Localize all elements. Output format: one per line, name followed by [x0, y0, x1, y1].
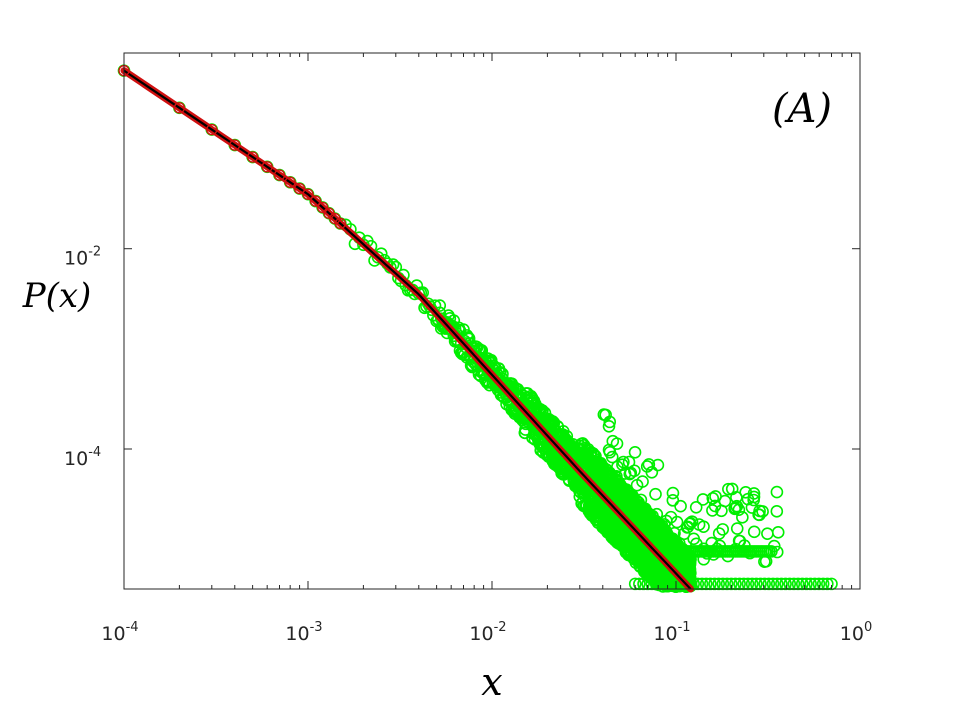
data-point [722, 482, 735, 496]
data-point [664, 510, 678, 524]
data-point [628, 446, 642, 459]
data-point [642, 458, 656, 471]
data-point [725, 482, 739, 496]
data-point [261, 161, 273, 173]
x-tick-label: 10-3 [285, 620, 322, 645]
data-point [683, 516, 697, 530]
data-point [752, 508, 765, 521]
data-point [770, 505, 784, 518]
data-point [645, 465, 659, 479]
data-point [293, 182, 306, 195]
data-point [655, 519, 669, 533]
data-point [371, 250, 385, 264]
data-point [302, 188, 314, 200]
data-point [462, 331, 476, 345]
data-point [770, 485, 784, 499]
data-point [696, 493, 710, 506]
data-point [709, 490, 722, 503]
data-point [765, 545, 778, 558]
tick-layer: 10-4 10-3 10-2 10-1 100 10-2 10-4 [64, 53, 872, 645]
data-point [334, 217, 347, 230]
data-point [617, 455, 630, 469]
series-black-line [123, 69, 692, 590]
x-tick-label: 100 [840, 620, 872, 645]
data-point [636, 475, 649, 488]
data-point [687, 532, 701, 546]
data-point [770, 545, 784, 559]
data-point [284, 176, 296, 188]
data-point [741, 492, 755, 506]
data-point [736, 511, 749, 524]
data-layer [117, 64, 838, 594]
data-point [610, 469, 623, 483]
data-point [173, 102, 186, 114]
data-point [697, 520, 710, 533]
y-tick-label: 10-2 [64, 245, 101, 270]
series-red-points [118, 64, 347, 230]
data-point [309, 195, 322, 207]
data-point [433, 299, 447, 312]
x-tick-label: 10-4 [101, 620, 138, 645]
data-point [599, 408, 612, 422]
data-point [747, 525, 761, 539]
data-point [622, 493, 635, 506]
data-point [494, 365, 507, 379]
data-point [674, 499, 687, 513]
data-point [712, 527, 726, 540]
data-point [246, 151, 259, 163]
data-point [603, 471, 616, 484]
data-point [273, 169, 286, 181]
x-tick-label: 10-1 [653, 620, 690, 645]
data-point [756, 505, 769, 518]
data-point [627, 492, 640, 505]
y-axis-title: P(x) [22, 276, 92, 316]
data-point [605, 450, 619, 464]
y-tick-label: 10-4 [64, 445, 101, 470]
data-point [708, 499, 722, 513]
data-point [730, 500, 744, 513]
data-point [206, 123, 218, 136]
data-point [547, 416, 561, 429]
data-point [603, 415, 617, 429]
x-axis-title: x [481, 660, 502, 704]
data-point [666, 486, 680, 500]
data-point [229, 139, 241, 151]
data-point [689, 500, 703, 514]
data-point [716, 523, 730, 536]
data-point [706, 491, 720, 505]
data-point [316, 201, 329, 214]
data-point [602, 419, 616, 433]
panel-annotation: (A) [772, 86, 832, 132]
data-point [650, 507, 664, 521]
data-point [747, 493, 760, 507]
x-tick-label: 10-2 [469, 620, 506, 645]
data-point [739, 486, 753, 499]
data-point [596, 463, 610, 477]
data-point [730, 522, 744, 535]
data-point [610, 437, 624, 450]
data-point [649, 487, 662, 501]
data-point [761, 527, 774, 540]
